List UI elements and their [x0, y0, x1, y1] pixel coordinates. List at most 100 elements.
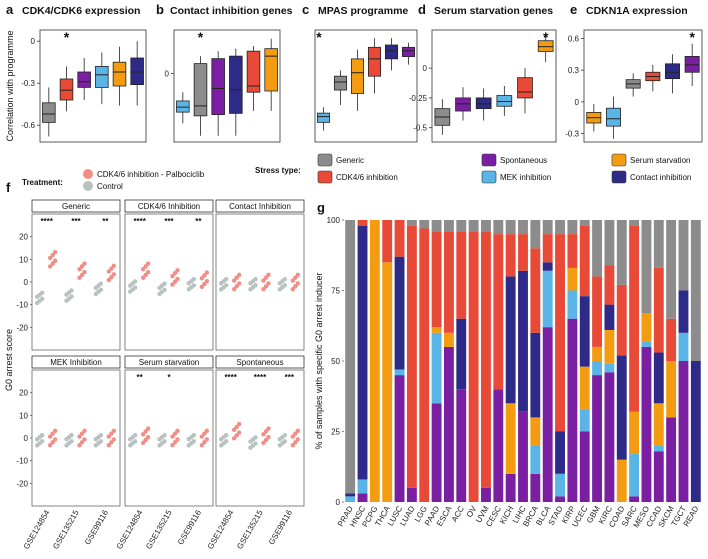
- bar-segment-contact-inhibition: [616, 355, 627, 460]
- bar-segment-contact-inhibition: [394, 256, 405, 370]
- facet-frame: [215, 213, 305, 351]
- y-axis-label: % of samples with specific G0 arrest ind…: [314, 272, 324, 449]
- treated-point: [199, 434, 205, 439]
- bar-segment-generic: [542, 220, 553, 235]
- bar-segment-generic: [567, 220, 578, 235]
- treated-point: [261, 432, 266, 437]
- treated-point: [290, 278, 296, 283]
- treated-point: [143, 264, 148, 269]
- plot-frame: [583, 29, 703, 143]
- bar-segment-contact-inhibition: [555, 431, 565, 474]
- treated-point: [234, 424, 239, 430]
- bar-segment-mek-inhibition: [678, 332, 689, 361]
- bar-segment-cdk4-6-inhibition: [666, 318, 677, 361]
- bar-segment-mek-inhibition: [345, 496, 356, 502]
- panel-d: d Serum starvation genes 0 -0.25 -0.5 *: [409, 2, 557, 143]
- bar-segment-generic: [653, 220, 664, 268]
- control-point: [162, 439, 167, 444]
- treated-point: [140, 440, 146, 446]
- bar-segment-contact-inhibition: [345, 493, 356, 497]
- treated-point: [175, 428, 180, 434]
- treated-point: [199, 284, 205, 290]
- x-tick-label: GSE135215: [51, 508, 81, 551]
- bar-segment-generic: [456, 220, 467, 232]
- panel-title-a: CDK4/CDK6 expression: [22, 5, 140, 17]
- significance-star: *: [64, 29, 70, 45]
- control-point: [162, 432, 167, 438]
- bar-segment-spontaneous: [406, 487, 417, 502]
- treated-point: [202, 431, 207, 436]
- treated-point: [47, 442, 53, 448]
- bar-segment-generic: [493, 220, 504, 235]
- box-mek-inhibition: [95, 66, 109, 88]
- control-point: [132, 279, 138, 284]
- treated-point: [263, 437, 269, 443]
- box-serum-starvation: [537, 40, 554, 52]
- bar-segment-spontaneous: [653, 451, 664, 502]
- x-tick-label: GSE124854: [206, 508, 236, 551]
- box-spontaneous: [455, 97, 471, 112]
- control-point: [39, 432, 45, 438]
- bar-segment-generic: [345, 220, 356, 494]
- bar-segment-cdk4-6-inhibition: [406, 225, 417, 488]
- box-cdk4-6-inhibition: [246, 50, 261, 93]
- bar-segment-serum-starvation: [653, 403, 664, 446]
- y-tick-label: 10: [19, 255, 28, 264]
- legend-label: MEK inhibition: [500, 173, 551, 182]
- y-tick-label: 0: [165, 70, 170, 79]
- legend-label: Serum starvation: [630, 156, 690, 165]
- bar-segment-mek-inhibition: [431, 332, 442, 404]
- treated-point: [109, 275, 114, 280]
- control-point: [223, 439, 229, 444]
- bar-segment-serum-starvation: [382, 262, 393, 502]
- bar-segment-mek-inhibition: [604, 363, 615, 373]
- treated-point: [111, 263, 117, 268]
- significance-stars: ***: [164, 217, 174, 226]
- bar-segment-generic: [518, 220, 528, 235]
- x-tick-label: ACC: [450, 504, 466, 523]
- treated-point: [52, 249, 58, 255]
- treated-point: [79, 440, 85, 445]
- box-spontaneous: [401, 46, 416, 57]
- control-point: [282, 283, 288, 288]
- panel-g: g0255075100PRADHNSCPCPGTHCALUSCLUADLGGPA…: [314, 200, 701, 529]
- treated-point: [295, 272, 301, 278]
- bar-segment-cdk4-6-inhibition: [629, 225, 640, 412]
- panel-letter-f: f: [6, 180, 11, 195]
- facet-strip: [31, 199, 121, 213]
- panel-letter-b: b: [156, 2, 164, 17]
- bar-segment-spontaneous: [641, 346, 652, 502]
- y-tick-label: 0: [336, 498, 341, 507]
- facet-frame: [215, 369, 305, 507]
- box-generic: [42, 102, 56, 123]
- treated-point: [52, 258, 58, 263]
- panel-title-d: Serum starvation genes: [434, 5, 553, 17]
- treated-point: [109, 431, 114, 436]
- y-tick-label: -20: [16, 479, 28, 488]
- treated-point: [236, 272, 242, 278]
- bar-segment-spontaneous: [542, 327, 553, 502]
- box-cdk4-6-inhibition: [517, 77, 533, 99]
- control-point: [132, 439, 138, 444]
- box-cdk4-6-inhibition: [59, 78, 74, 101]
- treated-point: [143, 437, 148, 443]
- bar-segment-generic: [431, 220, 442, 232]
- box-generic: [193, 63, 208, 117]
- bar-segment-generic: [530, 220, 541, 249]
- treated-point: [50, 431, 55, 436]
- treated-point: [204, 278, 210, 284]
- box-spontaneous: [211, 58, 225, 116]
- box-contact-inhibition: [384, 44, 399, 60]
- treated-point: [106, 277, 112, 283]
- plot-frame: [314, 29, 418, 143]
- bar-segment-spontaneous: [678, 361, 689, 502]
- x-tick-label: GSE99116: [267, 508, 294, 546]
- treated-point: [202, 281, 207, 287]
- treated-point: [293, 431, 298, 436]
- bar-segment-contact-inhibition: [653, 352, 664, 404]
- treated-point: [82, 428, 87, 434]
- treated-point: [295, 437, 301, 442]
- treated-point: [231, 286, 237, 292]
- y-tick-label: 75: [331, 287, 340, 296]
- facet-strip: [124, 199, 214, 213]
